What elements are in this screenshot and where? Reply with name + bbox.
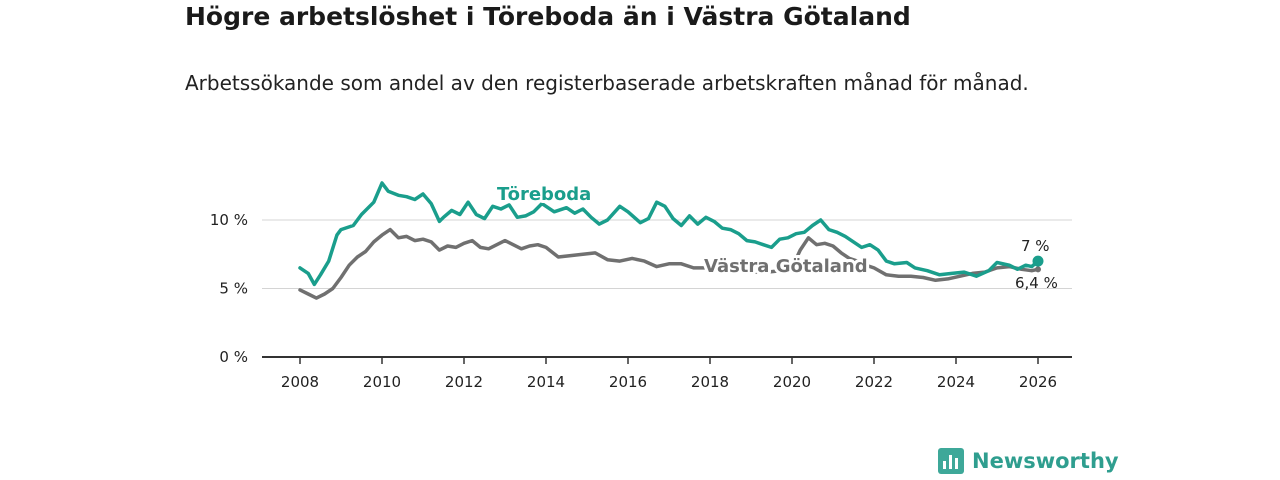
x-tick-label: 2014 (527, 373, 565, 391)
y-tick-label: 0 % (219, 348, 248, 366)
x-tick-label: 2012 (445, 373, 483, 391)
y-tick-label: 5 % (219, 280, 248, 298)
gridlines (262, 219, 1072, 289)
x-tick-label: 2018 (691, 373, 729, 391)
series-label-toreboda: Töreboda (497, 184, 591, 205)
x-tick-label: 2024 (937, 373, 975, 391)
series-lines (298, 181, 1044, 300)
x-tick-label: 2022 (855, 373, 893, 391)
end-label-toreboda: 7 % (1021, 237, 1050, 255)
x-tick-label: 2026 (1019, 373, 1057, 391)
x-tick-label: 2020 (773, 373, 811, 391)
series-line-toreboda (298, 181, 1040, 287)
newsworthy-logo: Newsworthy (938, 448, 1119, 474)
x-tick-label: 2010 (363, 373, 401, 391)
x-axis: 2008 2010 2012 2014 2016 2018 2020 2022 2024 2026 (262, 356, 1072, 391)
series-line-vastra-gotaland (298, 227, 1040, 300)
x-tick-label: 2016 (609, 373, 647, 391)
end-point-vastra-gotaland (1035, 266, 1041, 273)
y-axis-ticks: 0 % 5 % 10 % (210, 211, 248, 366)
y-tick-label: 10 % (210, 211, 248, 229)
brand-name: Newsworthy (972, 449, 1119, 473)
series-label-vastra-gotaland: Västra Götaland (704, 256, 868, 277)
chart-subtitle: Arbetssökande som andel av den registerb… (185, 71, 1029, 95)
x-tick-label: 2008 (281, 373, 319, 391)
newsworthy-bars-icon (938, 448, 964, 474)
end-label-vastra-gotaland: 6,4 % (1015, 274, 1058, 292)
chart-title: Högre arbetslöshet i Töreboda än i Västr… (185, 2, 911, 31)
end-point-toreboda (1032, 255, 1044, 267)
